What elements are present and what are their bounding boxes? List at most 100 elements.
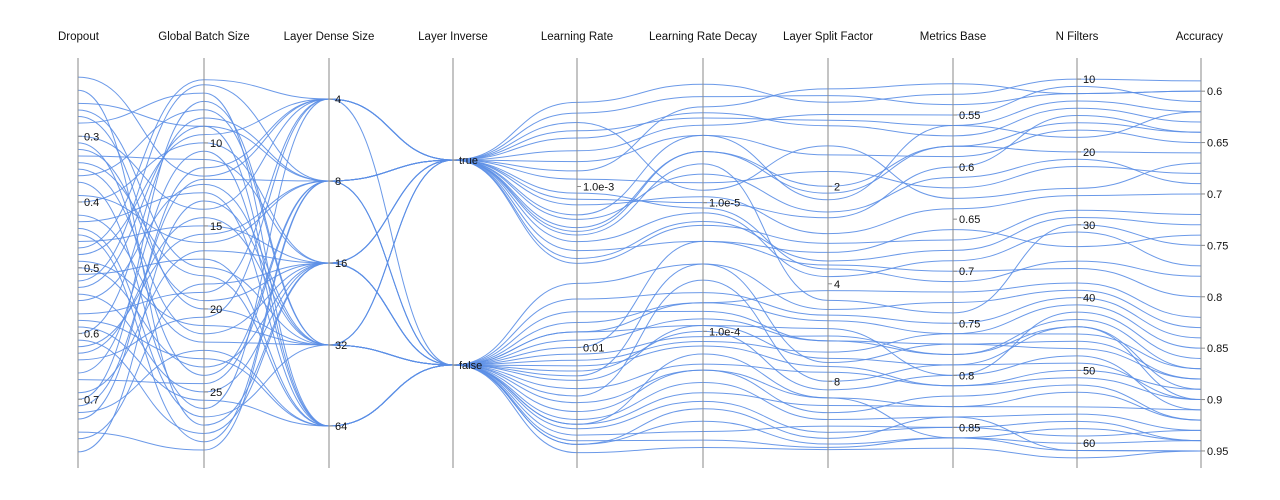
data-line bbox=[77, 159, 1202, 346]
tick-label: 0.95 bbox=[1207, 446, 1228, 458]
axis-dense: Layer Dense Size 4 8 16 32 64 bbox=[284, 31, 375, 468]
axis-title: Accuracy bbox=[1176, 31, 1224, 43]
tick-label: 64 bbox=[335, 421, 347, 433]
axis-lrd: Learning Rate Decay 1.0e-5 1.0e-4 bbox=[649, 31, 757, 468]
data-line bbox=[77, 326, 1202, 452]
tick-label: 1.0e-5 bbox=[709, 198, 740, 210]
axis-lr: Learning Rate 1.0e-3 0.01 bbox=[541, 31, 614, 468]
data-line bbox=[77, 168, 1202, 390]
data-line bbox=[77, 158, 1202, 440]
tick-label: 50 bbox=[1083, 365, 1095, 377]
axis-acc: Accuracy 0.6 0.65 0.7 0.75 0.8 0.85 0.9 0.95 bbox=[1176, 31, 1228, 468]
axes-group: Dropout 0.3 0.4 0.5 0.6 0.7 Global Batch Size 1… bbox=[58, 31, 1228, 468]
tick-label: 0.85 bbox=[959, 422, 980, 434]
tick-label: 0.7 bbox=[1207, 189, 1222, 201]
axis-filters: N Filters 10 20 30 40 50 60 bbox=[1056, 31, 1099, 468]
data-line bbox=[77, 116, 1202, 401]
data-line bbox=[77, 162, 1202, 427]
axis-title: Layer Dense Size bbox=[284, 31, 375, 43]
tick-label: 15 bbox=[210, 221, 222, 233]
tick-label: 16 bbox=[335, 258, 347, 270]
tick-label: 0.8 bbox=[1207, 292, 1222, 304]
axis-metrics: Metrics Base 0.55 0.6 0.65 0.7 0.75 0.8 0.85 bbox=[920, 31, 986, 468]
data-line bbox=[77, 227, 1202, 418]
tick-label: 0.5 bbox=[84, 263, 99, 275]
axis-title: N Filters bbox=[1056, 31, 1099, 43]
data-line bbox=[77, 319, 1202, 427]
tick-label: 32 bbox=[335, 340, 347, 352]
data-line bbox=[77, 109, 1202, 366]
axis-inverse: Layer Inverse true false bbox=[418, 31, 488, 468]
tick-label: 0.6 bbox=[959, 162, 974, 174]
axis-dropout: Dropout 0.3 0.4 0.5 0.6 0.7 bbox=[58, 31, 100, 468]
tick-label: 0.85 bbox=[1207, 343, 1228, 355]
axis-title: Metrics Base bbox=[920, 31, 986, 43]
tick-label: 10 bbox=[1083, 74, 1095, 86]
tick-label: 0.4 bbox=[84, 197, 99, 209]
tick-label: 60 bbox=[1083, 438, 1095, 450]
axis-title: Learning Rate Decay bbox=[649, 31, 757, 43]
data-line bbox=[77, 200, 1202, 453]
data-line bbox=[77, 250, 1202, 394]
tick-label: 0.75 bbox=[959, 318, 980, 330]
data-line bbox=[77, 159, 1202, 407]
tick-label: 0.3 bbox=[84, 131, 99, 143]
tick-label: 4 bbox=[335, 94, 341, 106]
data-line bbox=[77, 78, 1202, 443]
data-line bbox=[77, 225, 1202, 401]
data-line bbox=[77, 262, 1202, 393]
tick-label: 25 bbox=[210, 387, 222, 399]
data-line bbox=[77, 85, 1202, 244]
tick-label: 0.9 bbox=[1207, 395, 1222, 407]
axis-title: Learning Rate bbox=[541, 31, 613, 43]
axis-batch: Global Batch Size 10 15 20 25 bbox=[158, 31, 250, 468]
data-line bbox=[77, 148, 1202, 302]
tick-label: 8 bbox=[834, 376, 840, 388]
tick-label: 0.65 bbox=[1207, 138, 1228, 150]
data-line bbox=[77, 98, 1202, 420]
data-line bbox=[77, 159, 1202, 385]
data-line bbox=[77, 79, 1202, 249]
tick-label: 8 bbox=[335, 176, 341, 188]
tick-label: 1.0e-4 bbox=[709, 326, 740, 338]
tick-label: 0.7 bbox=[959, 266, 974, 278]
data-line bbox=[77, 217, 1202, 390]
tick-label: 30 bbox=[1083, 220, 1095, 232]
data-lines-group bbox=[77, 76, 1202, 459]
tick-label: 2 bbox=[834, 181, 840, 193]
data-line bbox=[77, 102, 1202, 216]
tick-label: 0.6 bbox=[84, 329, 99, 341]
data-line bbox=[77, 262, 1202, 401]
data-line bbox=[77, 122, 1202, 348]
data-line bbox=[77, 150, 1202, 445]
tick-label: 0.75 bbox=[1207, 240, 1228, 252]
tick-label: 0.8 bbox=[959, 370, 974, 382]
tick-label: 0.65 bbox=[959, 214, 980, 226]
axis-split: Layer Split Factor 2 4 8 bbox=[783, 31, 873, 468]
data-line bbox=[77, 260, 1202, 370]
tick-label: 0.01 bbox=[583, 342, 604, 354]
tick-label: 0.6 bbox=[1207, 86, 1222, 98]
tick-label: true bbox=[459, 155, 478, 167]
tick-label: 4 bbox=[834, 279, 840, 291]
tick-label: 20 bbox=[1083, 147, 1095, 159]
tick-label: 10 bbox=[210, 138, 222, 150]
data-line bbox=[77, 180, 1202, 451]
tick-label: 40 bbox=[1083, 293, 1095, 305]
tick-label: false bbox=[459, 360, 482, 372]
axis-title: Global Batch Size bbox=[158, 31, 249, 43]
data-line bbox=[77, 258, 1202, 459]
tick-label: 0.55 bbox=[959, 110, 980, 122]
data-line bbox=[77, 98, 1202, 256]
data-line bbox=[77, 84, 1202, 282]
tick-label: 20 bbox=[210, 304, 222, 316]
data-line bbox=[77, 155, 1202, 314]
axis-title: Layer Split Factor bbox=[783, 31, 873, 43]
tick-label: 1.0e-3 bbox=[583, 182, 614, 194]
axis-title: Layer Inverse bbox=[418, 31, 488, 43]
data-line bbox=[77, 349, 1202, 431]
axis-title: Dropout bbox=[58, 31, 100, 43]
data-line bbox=[77, 76, 1202, 177]
tick-label: 0.7 bbox=[84, 394, 99, 406]
